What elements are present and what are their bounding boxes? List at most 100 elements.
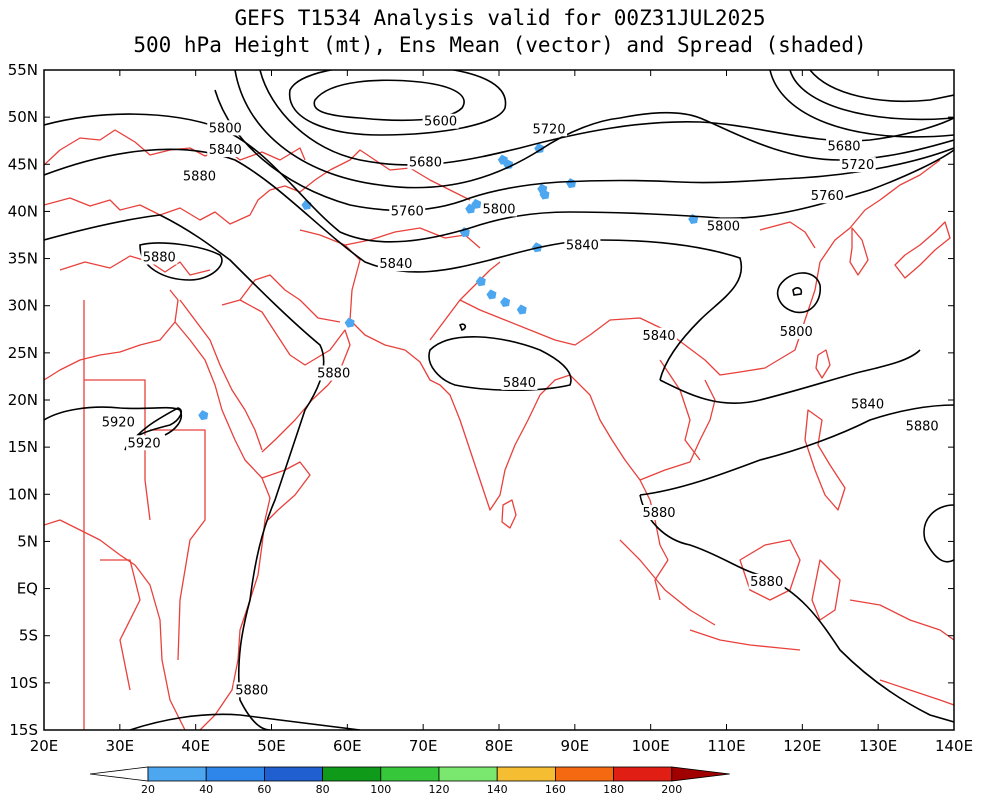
lon-tick-label: 30E bbox=[106, 737, 135, 755]
height-contours bbox=[44, 70, 954, 730]
contour-label: 5880 bbox=[183, 169, 216, 184]
colorbar-label: 100 bbox=[370, 783, 391, 796]
contour-label: 5880 bbox=[143, 251, 176, 266]
lat-tick-label: 40N bbox=[8, 202, 38, 220]
colorbar-swatch bbox=[555, 766, 615, 782]
spread-patch bbox=[534, 143, 545, 154]
colorbar-swatch bbox=[496, 766, 556, 782]
lon-tick-label: 140E bbox=[935, 737, 973, 755]
contour-label-bg bbox=[407, 154, 444, 170]
contour-label-bg bbox=[207, 120, 244, 136]
contour-label: 5880 bbox=[750, 575, 783, 590]
contour-label: 5880 bbox=[317, 366, 350, 381]
colorbar-label: 120 bbox=[429, 783, 450, 796]
spread-patch bbox=[198, 410, 209, 421]
lat-tick-label: 35N bbox=[8, 250, 38, 268]
lat-tick-label: 5N bbox=[17, 532, 38, 550]
colorbar-swatch bbox=[613, 766, 673, 782]
colorbar-swatch bbox=[322, 766, 382, 782]
contour-label-bg bbox=[207, 142, 244, 158]
contour-label: 5800 bbox=[209, 121, 242, 136]
contour-label: 5760 bbox=[811, 189, 844, 204]
contour-label-bg bbox=[100, 414, 137, 430]
lat-tick-label: 5S bbox=[19, 627, 38, 645]
contour-label: 5800 bbox=[780, 325, 813, 340]
spread-patch bbox=[475, 276, 486, 287]
contour-label: 5800 bbox=[707, 219, 740, 234]
contour-label: 5920 bbox=[102, 416, 135, 431]
colorbar-label: 140 bbox=[487, 783, 508, 796]
lon-tick-label: 100E bbox=[632, 737, 670, 755]
lat-tick-label: 50N bbox=[8, 108, 38, 126]
contour-label-bg bbox=[839, 157, 876, 173]
contour-label-bg bbox=[481, 201, 517, 217]
contour-label-bg bbox=[141, 249, 178, 265]
contour-label: 5880 bbox=[906, 419, 939, 434]
contour-label: 5920 bbox=[128, 436, 161, 451]
lat-tick-label: 20N bbox=[8, 391, 38, 409]
lat-tick-label: 45N bbox=[8, 155, 38, 173]
spread-patch bbox=[465, 203, 476, 214]
lon-tick-label: 40E bbox=[181, 737, 210, 755]
lat-tick-label: 30N bbox=[8, 297, 38, 315]
colorbar-label: 20 bbox=[141, 783, 155, 796]
lat-tick-label: 15S bbox=[9, 721, 38, 739]
lon-tick-label: 90E bbox=[561, 737, 590, 755]
contour-label: 5840 bbox=[379, 257, 412, 272]
contour-labels: 5600 5720 5680 5720 5680 5800 5840 5880 5760 5760… bbox=[100, 113, 941, 698]
contour-label-bg bbox=[564, 237, 601, 253]
colorbar-label: 80 bbox=[316, 783, 330, 796]
contour-label-bg bbox=[641, 327, 678, 343]
colorbar-over-arrow bbox=[671, 766, 730, 782]
colorbar-label: 160 bbox=[545, 783, 566, 796]
contour-label: 5800 bbox=[482, 202, 515, 217]
contour-label-bg bbox=[778, 324, 815, 339]
contour-label-bg bbox=[705, 218, 742, 234]
colorbar-under-arrow bbox=[89, 766, 149, 782]
contour-label-bg bbox=[126, 435, 163, 451]
spread-patch bbox=[500, 296, 511, 307]
contour-label-bg bbox=[904, 418, 941, 434]
map-frame bbox=[43, 69, 955, 731]
contour-label: 5840 bbox=[566, 238, 599, 253]
colorbar-label: 180 bbox=[603, 783, 624, 796]
contour-label-bg bbox=[849, 396, 886, 412]
contour-label-bg bbox=[641, 505, 678, 521]
contour-label: 5720 bbox=[841, 158, 874, 173]
lat-tick-label: 10S bbox=[9, 674, 38, 692]
chart-title-line2: 500 hPa Height (mt), Ens Mean (vector) a… bbox=[133, 33, 867, 57]
spread-patch bbox=[516, 304, 527, 315]
colorbar-swatch bbox=[263, 766, 323, 782]
contour-label: 5680 bbox=[827, 139, 860, 154]
colorbar-swatch bbox=[147, 766, 207, 782]
contour-label: 5880 bbox=[235, 683, 268, 698]
contour-label-bg bbox=[389, 203, 426, 219]
contour-label: 5840 bbox=[851, 398, 884, 413]
lon-tick-label: 130E bbox=[859, 737, 897, 755]
chart-title-line1: GEFS T1534 Analysis valid for 00Z31JUL20… bbox=[234, 6, 766, 30]
lat-tick-label: EQ bbox=[17, 580, 38, 598]
contour-label: 5840 bbox=[503, 376, 536, 391]
lon-tick-label: 70E bbox=[409, 737, 438, 755]
contour-label-bg bbox=[809, 188, 846, 204]
lon-tick-label: 60E bbox=[333, 737, 362, 755]
contour-label-bg bbox=[826, 138, 863, 154]
colorbar-label: 40 bbox=[199, 783, 213, 796]
contour-label-bg bbox=[377, 256, 414, 272]
colorbar-swatch bbox=[205, 766, 265, 782]
contour-label-bg bbox=[422, 113, 459, 129]
contour-label: 5600 bbox=[424, 115, 457, 130]
spread-patch bbox=[301, 199, 312, 210]
spread-patch bbox=[539, 189, 550, 200]
lon-tick-label: 120E bbox=[783, 737, 821, 755]
lon-tick-label: 50E bbox=[257, 737, 286, 755]
contour-label-bg bbox=[315, 365, 352, 381]
colorbar-label: 200 bbox=[661, 783, 682, 796]
contour-label-bg bbox=[531, 121, 568, 137]
contour-label: 5720 bbox=[533, 122, 566, 137]
contour-label-bg bbox=[501, 374, 538, 390]
lon-tick-label: 110E bbox=[707, 737, 745, 755]
contour-label-bg bbox=[748, 573, 785, 589]
lat-tick-label: 10N bbox=[8, 485, 38, 503]
contour-label-bg bbox=[181, 168, 218, 184]
